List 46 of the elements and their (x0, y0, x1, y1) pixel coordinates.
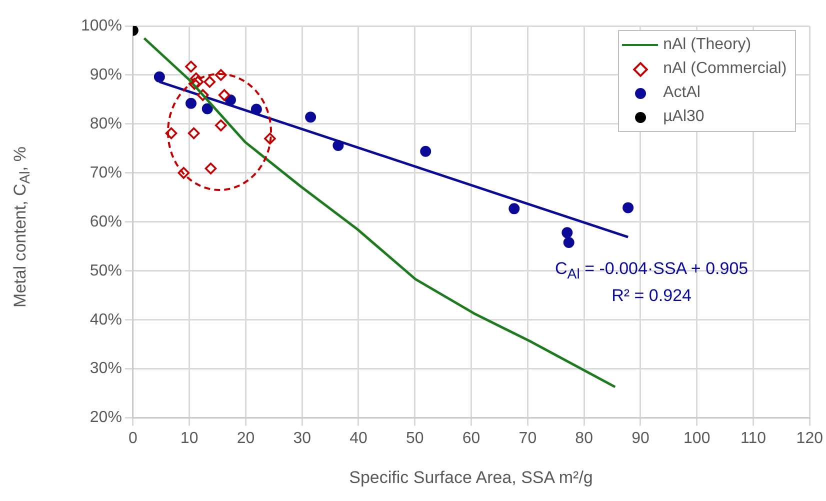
x-tick-label: 50 (406, 430, 424, 447)
point (563, 236, 574, 248)
x-tick-label: 40 (350, 430, 368, 447)
y-tick-label: 60% (90, 213, 122, 230)
x-tick-label: 20 (236, 430, 255, 447)
x-tick-label: 30 (293, 430, 312, 447)
x-axis-title: Specific Surface Area, SSA m²/g (349, 468, 593, 488)
point (420, 146, 432, 157)
point (204, 76, 216, 88)
point (188, 127, 200, 140)
x-tick-label: 0 (128, 430, 138, 447)
x-tick-label: 10 (180, 430, 198, 447)
legend-label: nAl (Theory) (663, 35, 752, 55)
point (186, 98, 197, 109)
point (508, 203, 520, 214)
x-tick-label: 70 (518, 430, 537, 447)
point (202, 103, 213, 114)
point (562, 227, 573, 238)
y-tick-label: 40% (90, 311, 122, 328)
y-tick-label: 20% (90, 409, 122, 426)
point (185, 60, 197, 73)
point (250, 104, 262, 115)
point (154, 71, 165, 82)
x-tick-label: 120 (796, 430, 824, 447)
point (332, 140, 344, 151)
point (622, 202, 634, 214)
x-tick-label: 100 (684, 430, 710, 447)
x-tick-label: 80 (575, 430, 594, 447)
legend-label: µAl30 (663, 107, 704, 127)
annotation: C$_{Al}$ = -0.004·SSA + 0.905 (555, 258, 748, 284)
legend-label: ActAl (663, 83, 700, 103)
annotation: R² = 0.924 (610, 285, 692, 308)
point (214, 120, 227, 132)
y-tick-label: 100% (81, 17, 122, 34)
y-tick-label: 80% (90, 115, 122, 132)
y-tick-label: 30% (90, 360, 122, 378)
legend-label: nAl (Commercial) (663, 59, 787, 79)
y-tick-label: 50% (90, 262, 122, 280)
x-tick-label: 60 (462, 430, 480, 447)
point (305, 112, 316, 123)
y-tick-label: 90% (90, 66, 122, 84)
x-tick-label: 110 (740, 430, 766, 447)
point (204, 162, 217, 174)
point (218, 89, 230, 101)
x-tick-label: 90 (632, 430, 650, 447)
y-tick-label: 70% (90, 164, 122, 182)
